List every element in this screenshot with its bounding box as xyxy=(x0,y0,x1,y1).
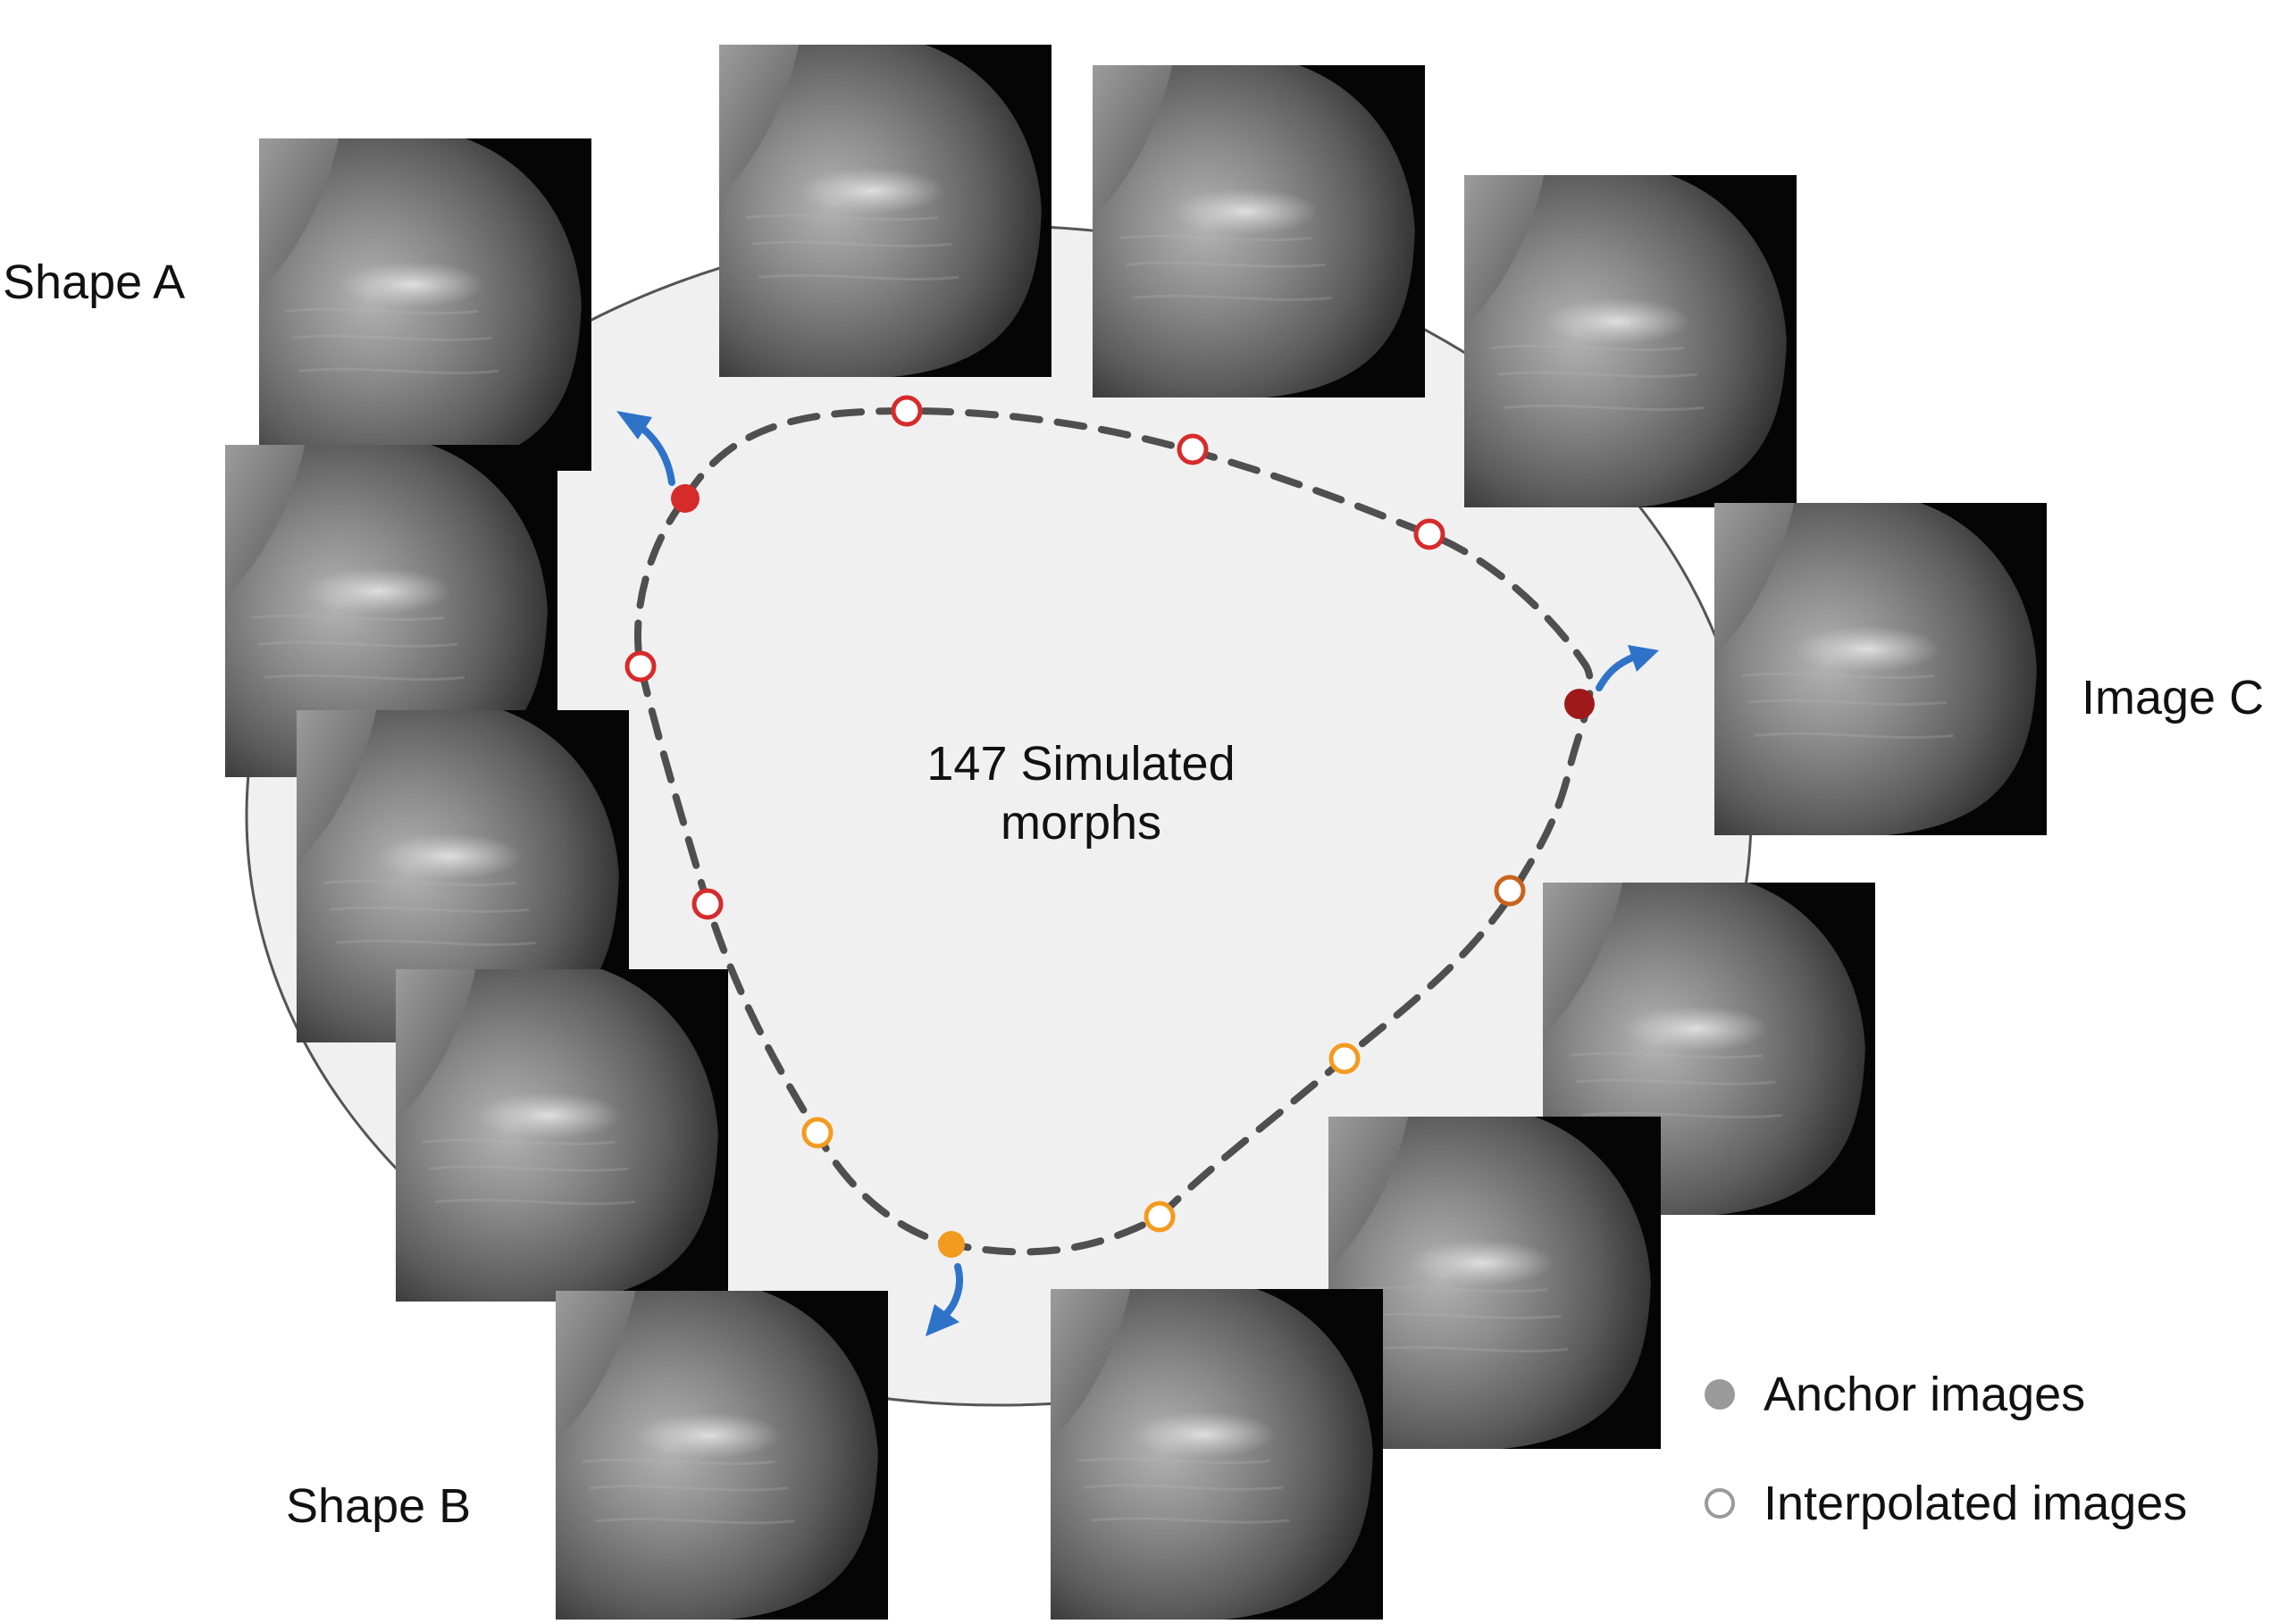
legend-interpolated-label: Interpolated images xyxy=(1764,1477,2188,1530)
thumbnail-12 xyxy=(1051,1289,1383,1620)
interpolated-marker xyxy=(624,650,657,682)
legend-anchor-label: Anchor images xyxy=(1764,1368,2086,1421)
markers xyxy=(624,395,1595,1258)
direction-arrows xyxy=(616,411,1659,1336)
interpolated-marker xyxy=(1144,1201,1176,1233)
anchor-marker xyxy=(938,1231,965,1258)
center-caption-line-1: 147 Simulated xyxy=(926,737,1236,791)
legend-interpolated-row: Interpolated images xyxy=(1705,1476,2187,1531)
thumbnail-5 xyxy=(556,1291,888,1620)
center-caption: 147 Simulated morphs xyxy=(893,734,1269,852)
interpolated-marker xyxy=(1328,1042,1361,1075)
anchor-marker xyxy=(1564,689,1595,719)
center-caption-line-2: morphs xyxy=(1000,796,1162,850)
thumbnail-6 xyxy=(719,45,1052,377)
filled-circle-icon xyxy=(1705,1379,1735,1410)
interpolated-marker xyxy=(1413,518,1445,550)
legend-anchor-row: Anchor images xyxy=(1705,1367,2085,1422)
thumbnail-9 xyxy=(1714,503,2047,835)
arrow-icon xyxy=(1628,645,1659,672)
thumbnail-7 xyxy=(1093,65,1425,398)
thumbnail-1 xyxy=(259,138,591,471)
interpolated-marker xyxy=(891,395,923,427)
interpolated-marker xyxy=(1494,875,1526,907)
shape-b-label: Shape B xyxy=(286,1479,472,1533)
hollow-circle-icon xyxy=(1705,1488,1735,1519)
anchor-marker xyxy=(671,484,700,513)
shape-a-label: Shape A xyxy=(3,255,186,309)
arrow-icon xyxy=(1596,653,1638,691)
interpolated-marker xyxy=(691,888,724,920)
thumbnail-4 xyxy=(396,969,728,1302)
interpolated-marker xyxy=(1177,433,1209,465)
morph-curve xyxy=(634,406,1595,1256)
arrow-icon xyxy=(616,411,652,439)
arrow-icon xyxy=(926,1304,959,1336)
interpolated-marker xyxy=(801,1117,834,1149)
thumbnail-8 xyxy=(1464,175,1797,507)
image-c-label: Image C xyxy=(2082,671,2265,724)
